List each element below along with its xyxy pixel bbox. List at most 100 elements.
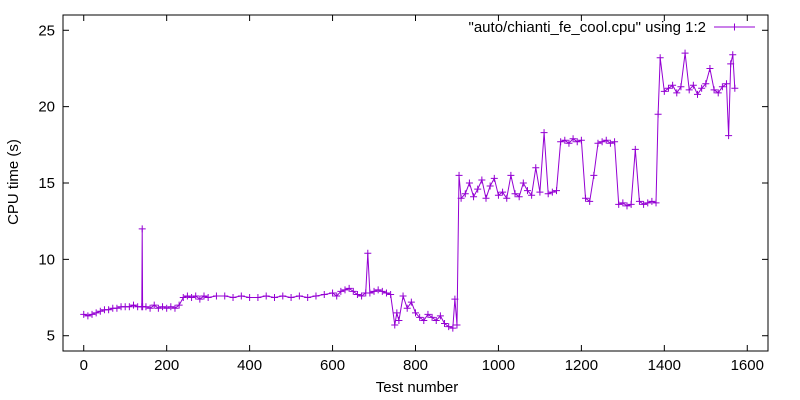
plot-frame <box>62 14 769 352</box>
y-axis-label: CPU time (s) <box>5 139 22 225</box>
data-point-marker <box>212 292 220 300</box>
data-point-marker <box>557 138 565 146</box>
data-point-marker <box>179 294 187 302</box>
x-axis-label: Test number <box>376 379 459 396</box>
data-point-marker <box>689 81 697 89</box>
series-line <box>83 53 736 329</box>
data-point-marker <box>229 294 237 302</box>
data-point-marker <box>312 292 320 300</box>
data-point-marker <box>320 290 328 298</box>
data-point-marker <box>536 188 544 196</box>
x-tick-label: 1400 <box>648 357 681 374</box>
data-point-marker <box>457 194 465 202</box>
data-point-marker <box>345 284 353 292</box>
tick-layer: 0 200 400 600 800 1000 1200 1400 1600 5 10 15 20 25 <box>38 15 768 374</box>
data-point-marker <box>349 287 357 295</box>
data-point-marker <box>519 179 527 187</box>
data-point-marker <box>403 304 411 312</box>
data-point-marker <box>611 138 619 146</box>
data-point-marker <box>416 313 424 321</box>
data-point-marker <box>590 171 598 179</box>
data-point-marker <box>146 304 154 312</box>
data-point-marker <box>130 301 137 309</box>
y-tick-label: 10 <box>38 251 55 268</box>
data-point-marker <box>237 292 245 300</box>
data-point-marker <box>652 199 660 207</box>
data-point-marker <box>341 286 349 294</box>
data-point-marker <box>407 298 415 306</box>
data-point-marker <box>358 292 366 300</box>
data-point-marker <box>540 129 548 137</box>
data-point-marker <box>528 191 536 199</box>
legend-label: "auto/chianti_fe_cool.cpu" using 1:2 <box>469 19 706 36</box>
x-tick-label: 800 <box>403 357 428 374</box>
data-point-marker <box>673 89 681 97</box>
data-point-marker <box>727 60 735 68</box>
y-tick-label: 5 <box>47 328 55 345</box>
data-point-marker <box>523 187 531 195</box>
data-point-marker <box>594 139 602 147</box>
data-point-marker <box>366 289 374 297</box>
data-point-marker <box>706 64 714 72</box>
data-point-marker <box>449 324 457 332</box>
data-point-marker <box>138 225 146 233</box>
data-point-marker <box>125 303 133 311</box>
data-point-marker <box>183 292 191 300</box>
data-point-marker <box>92 309 100 317</box>
x-tick-label: 400 <box>237 357 262 374</box>
data-point-marker <box>515 193 523 201</box>
y-tick-label: 20 <box>38 99 55 116</box>
data-point-marker <box>544 190 552 198</box>
data-point-marker <box>548 188 556 196</box>
data-point-marker <box>710 86 718 94</box>
data-point-marker <box>329 289 337 297</box>
data-point-marker <box>615 200 623 208</box>
data-point-marker <box>391 321 399 329</box>
data-point-marker <box>698 84 706 92</box>
data-point-marker <box>80 310 88 318</box>
data-point-marker <box>113 304 121 312</box>
data-point-marker <box>718 83 726 91</box>
data-point-marker <box>511 190 519 198</box>
data-point-marker <box>374 286 382 294</box>
data-point-marker <box>287 294 295 302</box>
data-point-marker <box>631 145 639 153</box>
data-point-marker <box>470 193 478 201</box>
data-point-marker <box>573 138 581 146</box>
data-point-marker <box>279 292 287 300</box>
data-point-marker <box>171 304 179 312</box>
data-point-marker <box>436 312 444 320</box>
data-point-marker <box>725 132 733 140</box>
data-point-marker <box>353 290 361 298</box>
data-point-marker <box>644 199 652 207</box>
data-point-marker <box>271 294 278 302</box>
data-point-marker <box>105 306 113 314</box>
data-point-marker <box>96 307 104 315</box>
data-point-marker <box>714 89 722 97</box>
data-point-marker <box>370 287 378 295</box>
data-point-marker <box>399 292 407 300</box>
data-point-marker <box>490 174 498 182</box>
data-point-marker <box>619 199 627 207</box>
data-point-marker <box>660 87 668 95</box>
data-point-marker <box>569 135 577 143</box>
data-point-marker <box>262 292 270 300</box>
data-point-marker <box>412 309 419 317</box>
data-point-marker <box>669 81 677 89</box>
data-point-marker <box>494 191 502 199</box>
data-point-marker <box>364 249 372 257</box>
data-point-marker <box>221 292 229 300</box>
x-tick-label: 0 <box>80 357 88 374</box>
y-tick-label: 15 <box>38 175 55 192</box>
data-point-marker <box>254 294 262 302</box>
data-point-marker <box>723 80 731 88</box>
data-point-marker <box>482 194 490 202</box>
data-point-marker <box>565 139 573 147</box>
data-point-marker <box>635 197 643 205</box>
data-point-marker <box>681 49 689 57</box>
data-point-marker <box>88 310 96 318</box>
data-point-marker <box>577 136 585 144</box>
legend-marker-glyph <box>731 23 738 31</box>
data-point-marker <box>702 80 710 88</box>
